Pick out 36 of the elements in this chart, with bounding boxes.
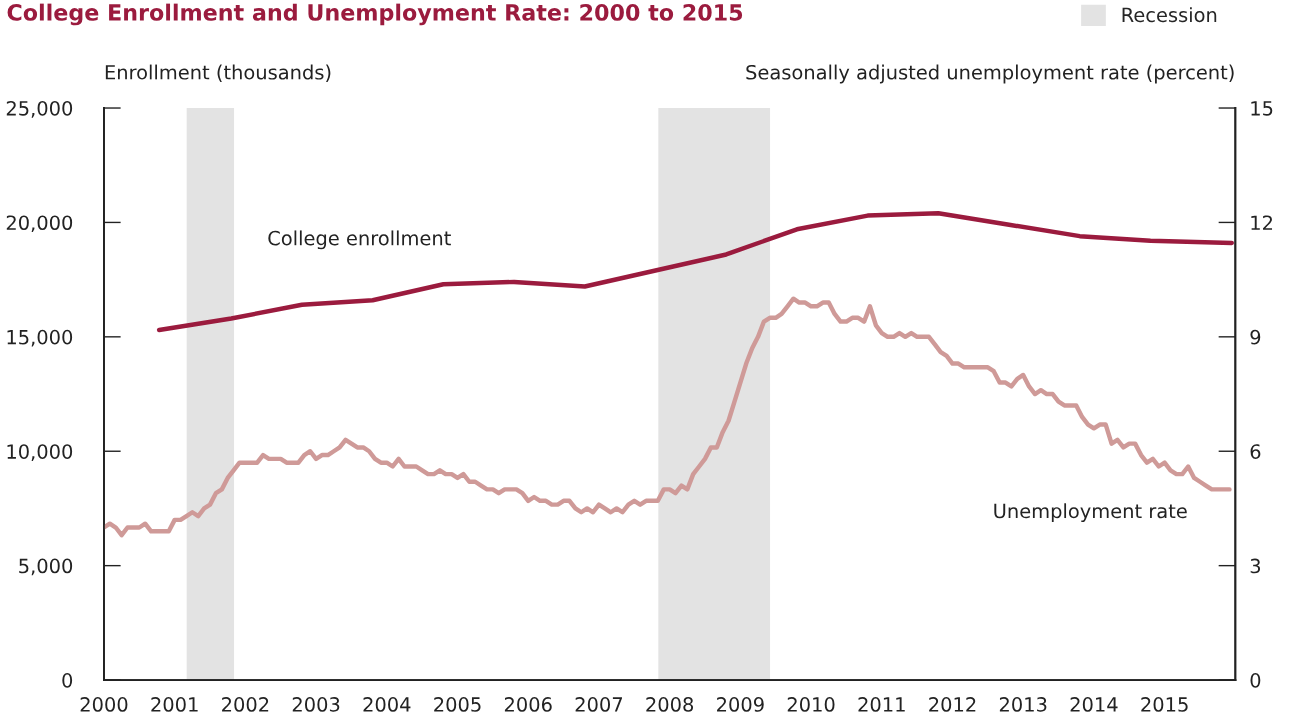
y-tick-label: 15,000: [7, 329, 73, 347]
x-tick-label: 2006: [504, 697, 552, 712]
x-tick-label: 2015: [1141, 697, 1188, 712]
y-tick-label: 20,000: [6, 215, 73, 233]
y-axis-title: Enrollment (thousands): [105, 64, 331, 82]
x-tick-label: 2001: [151, 697, 198, 712]
y2-axis-title: Seasonally adjusted unemployment rate (percent): [746, 64, 1234, 84]
series-label: Unemployment rate: [994, 503, 1187, 523]
line-series: [103, 296, 1232, 538]
y-tick-label: 0: [62, 673, 73, 688]
y-tick-label: 25,000: [6, 100, 73, 118]
chart-title: College Enrollment and Unemployment Rate: 2000 to 2015: [7, 3, 743, 26]
y2-tick-label: 15: [1251, 101, 1273, 116]
x-tick-label: 2010: [787, 697, 835, 712]
x-tick-label: 2014: [1070, 697, 1118, 712]
y2-tick-label: 6: [1250, 444, 1261, 459]
x-tick-label: 2008: [646, 697, 694, 712]
x-tick-label: 2009: [717, 697, 764, 712]
series-label: College enrollment: [268, 230, 451, 250]
x-tick-label: 2002: [222, 697, 269, 712]
y2-tick-label: 9: [1250, 329, 1261, 345]
x-tick-label: 2012: [929, 697, 976, 712]
x-tick-label: 2003: [292, 697, 340, 712]
x-tick-label: 2004: [363, 697, 411, 712]
y2-tick-label: 3: [1250, 558, 1261, 574]
line-series: [156, 211, 1235, 333]
x-tick-label: 2007: [575, 697, 623, 712]
y2-tick-label: 12: [1251, 215, 1273, 230]
y-tick-label: 10,000: [7, 444, 73, 461]
x-tick-label: 2011: [858, 697, 905, 712]
y2-tick-label: 0: [1250, 673, 1261, 688]
legend-label: Recession: [1122, 7, 1217, 23]
x-tick-label: 2000: [80, 697, 128, 712]
x-tick-label: 2013: [999, 697, 1047, 712]
y-tick-label: 5,000: [19, 558, 73, 576]
x-tick-label: 2005: [434, 697, 481, 712]
